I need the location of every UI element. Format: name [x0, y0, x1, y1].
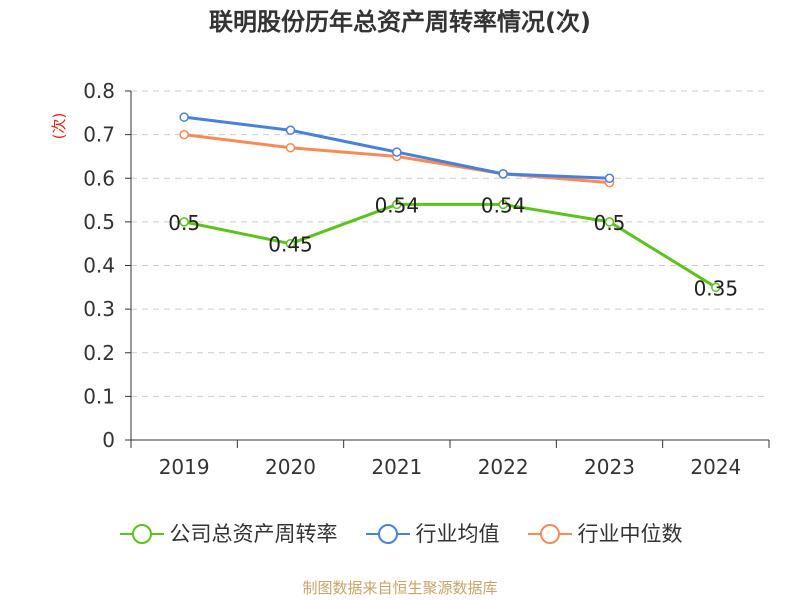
- legend-marker-icon: [365, 524, 410, 544]
- data-label: 0.5: [168, 211, 200, 235]
- y-tick-label: 0.3: [83, 297, 115, 321]
- data-label: 0.54: [481, 193, 526, 217]
- data-point: [498, 199, 508, 210]
- x-tick-label: 2022: [478, 455, 529, 479]
- legend-label: 公司总资产周转率: [169, 522, 338, 546]
- y-tick-label: 0.4: [83, 254, 115, 278]
- series-layer: [179, 112, 721, 293]
- x-tick-label: 2023: [584, 455, 635, 479]
- legend-label: 行业均值: [415, 522, 500, 546]
- data-point: [392, 199, 402, 210]
- legend: 公司总资产周转率 行业均值 行业中位数: [0, 519, 800, 549]
- y-tick-label: 0.1: [83, 384, 115, 408]
- data-label: 0.54: [375, 193, 420, 217]
- y-tick-label: 0.7: [83, 123, 115, 147]
- legend-marker-icon: [527, 524, 572, 544]
- x-tick-label: 2019: [159, 455, 210, 479]
- data-point: [285, 238, 296, 249]
- data-point: [604, 217, 615, 227]
- y-tick-label: 0.2: [83, 341, 115, 365]
- y-tick-label: 0: [102, 428, 115, 452]
- data-point: [179, 217, 189, 227]
- x-tick-label: 2020: [265, 455, 316, 479]
- legend-item[interactable]: 行业均值: [364, 519, 500, 549]
- legend-marker-icon: [119, 524, 164, 544]
- data-label: 0.35: [694, 276, 739, 300]
- y-axis-label: (次): [50, 113, 68, 140]
- axes: 0 0.1 0.2 0.3 0.4 0.5 0.6 0.7 0.8 2019 2020 2021 202…: [83, 79, 770, 479]
- legend-item[interactable]: 行业中位数: [526, 519, 683, 549]
- data-point: [285, 125, 296, 136]
- y-tick-label: 0.8: [83, 79, 115, 103]
- legend-label: 行业中位数: [577, 522, 683, 546]
- data-point: [498, 169, 508, 179]
- x-tick-label: 2024: [690, 455, 741, 479]
- data-point: [179, 112, 189, 122]
- data-point: [711, 282, 721, 293]
- legend-item[interactable]: 公司总资产周转率: [118, 519, 338, 549]
- data-label: 0.45: [268, 233, 313, 257]
- data-label: 0.5: [594, 211, 626, 235]
- x-tick-label: 2021: [371, 455, 422, 479]
- y-tick-label: 0.6: [83, 166, 115, 190]
- data-point: [285, 142, 296, 153]
- grid-lines: [131, 90, 769, 397]
- series-line: [183, 202, 717, 289]
- data-point: [604, 173, 615, 183]
- data-point: [392, 147, 402, 157]
- source-note: 制图数据来自恒生聚源数据库: [302, 579, 498, 597]
- y-tick-label: 0.5: [83, 210, 115, 234]
- data-point: [179, 129, 189, 140]
- chart-title: 联明股份历年总资产周转率情况(次): [209, 8, 591, 36]
- data-labels: 0.5 0.45 0.54 0.54 0.5 0.35: [168, 193, 738, 300]
